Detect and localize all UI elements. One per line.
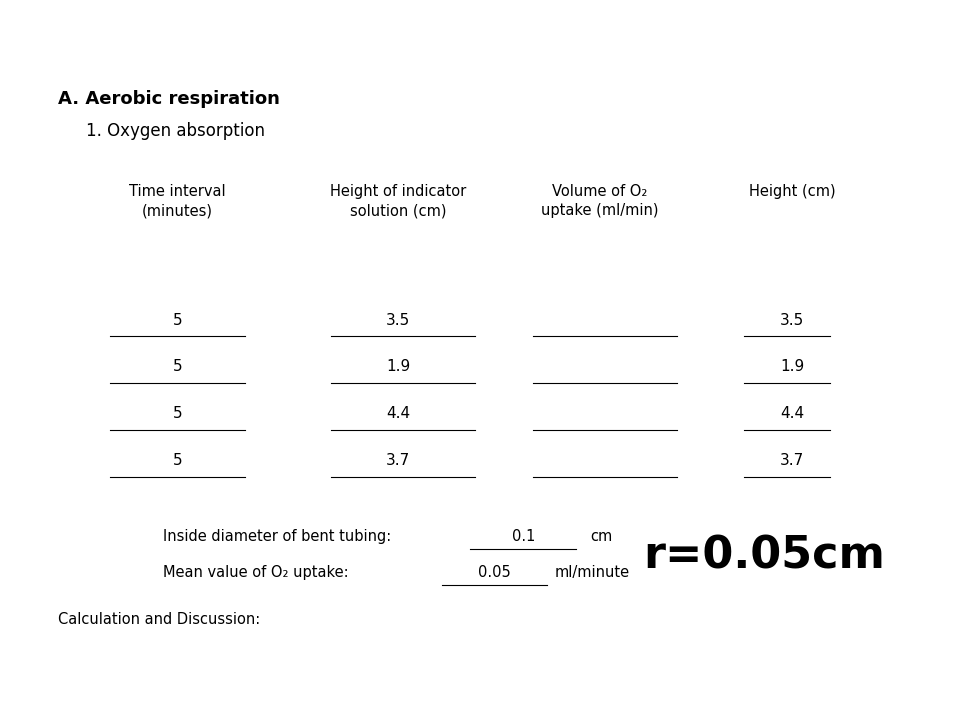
Text: 1. Oxygen absorption: 1. Oxygen absorption <box>86 122 265 140</box>
Text: cm: cm <box>590 529 612 544</box>
Text: 5: 5 <box>173 406 182 421</box>
Text: Height of indicator
solution (cm): Height of indicator solution (cm) <box>330 184 467 218</box>
Text: 5: 5 <box>173 312 182 328</box>
Text: 4.4: 4.4 <box>386 406 411 421</box>
Text: Inside diameter of bent tubing:: Inside diameter of bent tubing: <box>163 529 392 544</box>
Text: Height (cm): Height (cm) <box>749 184 835 199</box>
Text: 3.7: 3.7 <box>386 453 411 468</box>
Text: Time interval
(minutes): Time interval (minutes) <box>130 184 226 218</box>
Text: Volume of O₂
uptake (ml/min): Volume of O₂ uptake (ml/min) <box>541 184 659 218</box>
Text: 3.5: 3.5 <box>386 312 411 328</box>
Text: Mean value of O₂ uptake:: Mean value of O₂ uptake: <box>163 565 348 580</box>
Text: 4.4: 4.4 <box>780 406 804 421</box>
Text: 1.9: 1.9 <box>780 359 804 374</box>
Text: ml/minute: ml/minute <box>555 565 630 580</box>
Text: 5: 5 <box>173 359 182 374</box>
Text: r=0.05cm: r=0.05cm <box>643 534 885 577</box>
Text: A. Aerobic respiration: A. Aerobic respiration <box>58 90 279 108</box>
Text: Calculation and Discussion:: Calculation and Discussion: <box>58 612 260 626</box>
Text: 5: 5 <box>173 453 182 468</box>
Text: 1.9: 1.9 <box>386 359 411 374</box>
Text: 3.5: 3.5 <box>780 312 804 328</box>
Text: 3.7: 3.7 <box>780 453 804 468</box>
Text: 0.05: 0.05 <box>478 565 511 580</box>
Text: 0.1: 0.1 <box>512 529 535 544</box>
